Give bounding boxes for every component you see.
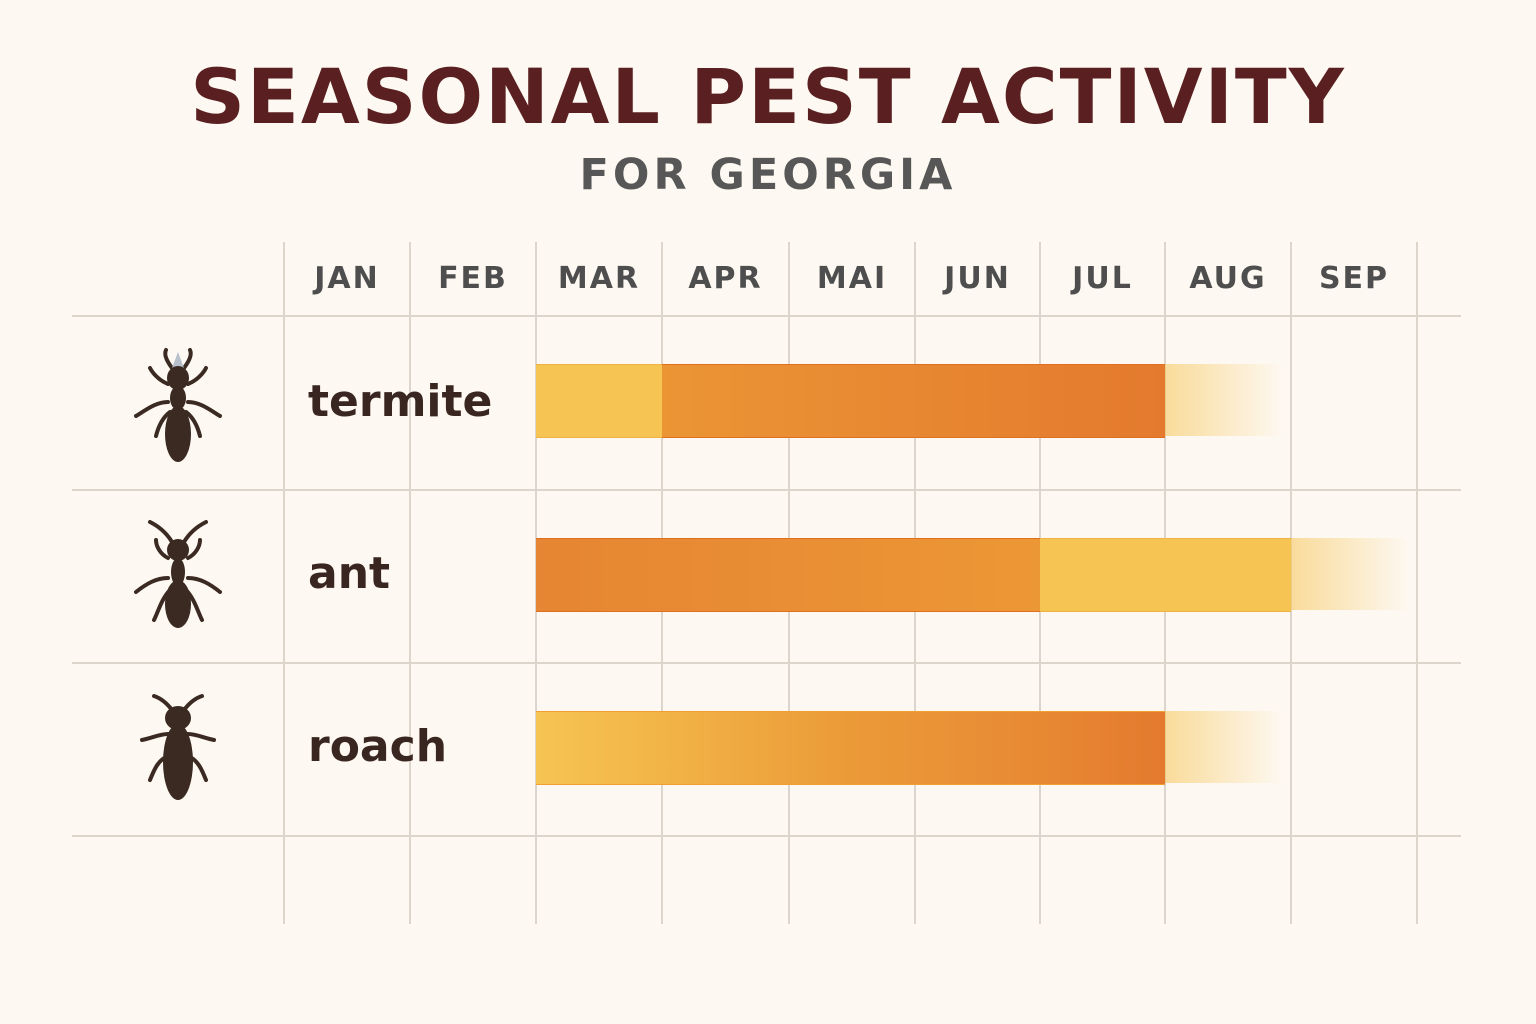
- grid-hline: [72, 489, 1461, 491]
- bar-roach-increasing: [536, 711, 1165, 785]
- month-label-jul: JUL: [1072, 261, 1133, 296]
- termite-icon: [134, 348, 222, 462]
- chart-subtitle: FOR GEORGIA: [579, 150, 957, 200]
- bar-ant-tapering: [1291, 538, 1409, 610]
- bar-termite-moderate: [536, 364, 662, 438]
- month-label-jun: JUN: [944, 261, 1011, 296]
- ant-icon: [134, 520, 222, 628]
- month-label-apr: APR: [688, 261, 763, 296]
- grid-vline: [283, 242, 285, 924]
- grid-hline: [72, 662, 1461, 664]
- month-label-sep: SEP: [1318, 261, 1390, 296]
- month-label-mar: MAR: [557, 261, 641, 296]
- month-label-aug: AUG: [1189, 261, 1267, 296]
- month-label-mai: MAI: [816, 261, 888, 296]
- row-label-termite: termite: [308, 376, 493, 427]
- grid-vline: [1416, 242, 1418, 924]
- grid-hline: [72, 315, 1461, 317]
- grid-hline: [72, 835, 1461, 837]
- chart-title: SEASONAL PEST ACTIVITY: [190, 52, 1346, 141]
- bar-termite-tapering: [1165, 364, 1283, 436]
- bar-ant-high: [536, 538, 1040, 612]
- roach-icon: [140, 694, 216, 800]
- bar-roach-tapering: [1165, 711, 1283, 783]
- bar-ant-moderate: [1040, 538, 1291, 612]
- grid-vline: [409, 242, 411, 924]
- month-label-jan: JAN: [314, 261, 380, 296]
- row-label-ant: ant: [308, 548, 391, 599]
- row-label-roach: roach: [308, 721, 448, 772]
- bar-termite-high: [662, 364, 1165, 438]
- month-label-feb: FEB: [438, 261, 508, 296]
